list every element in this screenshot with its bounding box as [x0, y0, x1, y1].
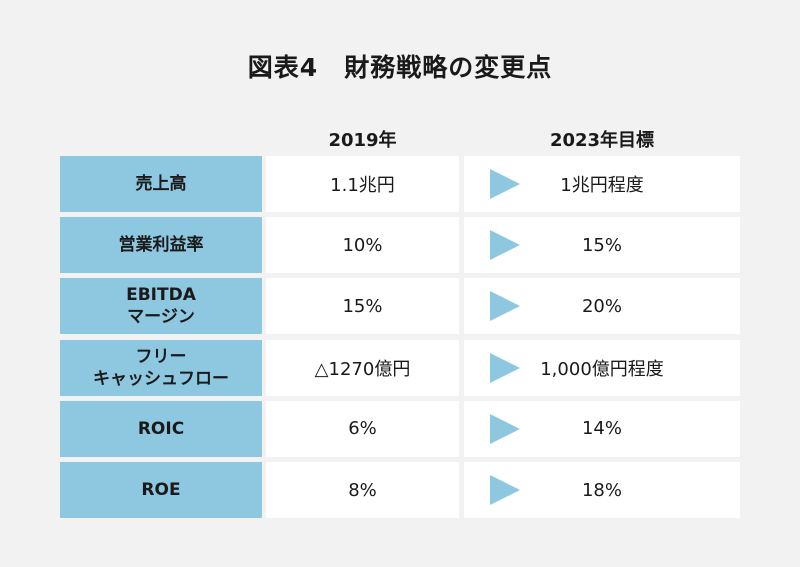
row-label-line: フリー	[135, 346, 187, 367]
right-triangle-arrow-icon	[490, 475, 520, 505]
arrow-shape	[490, 169, 520, 199]
right-triangle-arrow-icon	[490, 291, 520, 322]
page-title: 図表4 財務戦略の変更点	[247, 53, 553, 82]
row-label: 売上高	[60, 156, 262, 212]
right-triangle-arrow-icon	[490, 352, 520, 383]
table-row: 売上高 1.1兆円 1兆円程度	[60, 156, 740, 212]
row-label: ROIC	[60, 400, 262, 457]
table-row: ROE 8% 18%	[60, 462, 740, 518]
row-label-line: 営業利益率	[118, 235, 204, 256]
value-2019: 15%	[266, 278, 459, 335]
row-label: ROE	[60, 462, 262, 518]
row-label-line: ROE	[141, 480, 181, 500]
row-label: フリー キャッシュフロー	[60, 339, 262, 396]
right-triangle-arrow-icon	[490, 169, 520, 199]
row-label-line: 売上高	[135, 174, 187, 194]
arrow-shape	[490, 413, 520, 444]
row-label-line: ROIC	[137, 418, 185, 439]
value-2019: 6%	[266, 400, 459, 457]
arrow-shape	[490, 352, 520, 383]
right-triangle-arrow-icon	[490, 230, 520, 261]
row-label-line: キャッシュフロー	[93, 368, 229, 389]
table-row: EBITDA マージン 15% 20%	[60, 278, 740, 335]
column-header-2023-target: 2023年目標	[549, 130, 655, 151]
arrow-shape	[490, 230, 520, 261]
row-label: 営業利益率	[60, 217, 262, 274]
row-label: EBITDA マージン	[60, 278, 262, 335]
column-header-2019: 2019年	[328, 130, 397, 151]
value-2019: 8%	[266, 462, 459, 518]
arrow-shape	[490, 475, 520, 505]
table-row: ROIC 6% 14%	[60, 400, 740, 457]
value-2019: 1.1兆円	[266, 156, 459, 212]
table-row: フリー キャッシュフロー △1270億円 1,000億円程度	[60, 339, 740, 396]
value-2019: 10%	[266, 217, 459, 274]
arrow-shape	[490, 291, 520, 322]
value-2023-target: 20%	[464, 278, 740, 335]
row-label-line: EBITDA	[126, 285, 196, 306]
value-2019: △1270億円	[266, 339, 459, 396]
table-row: 営業利益率 10% 15%	[60, 217, 740, 274]
right-triangle-arrow-icon	[490, 413, 520, 444]
row-label-line: マージン	[127, 307, 195, 328]
